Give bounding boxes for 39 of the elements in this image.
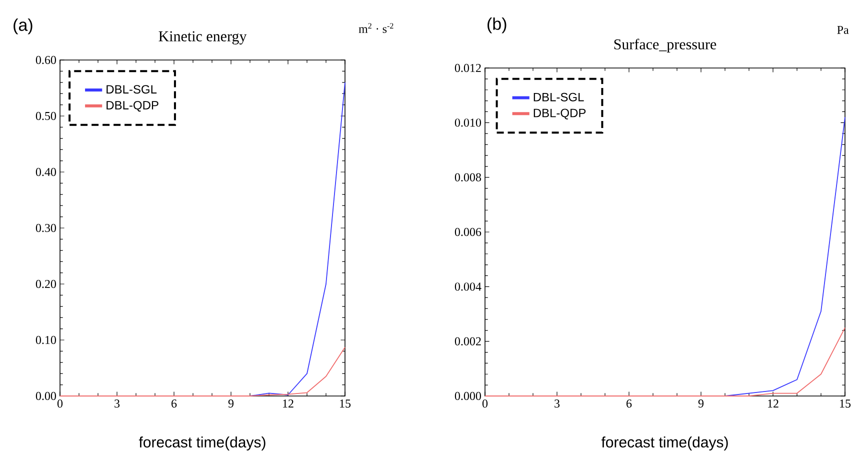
x-tick-label: 0 (57, 400, 63, 408)
y-tick-label: 0.20 (36, 280, 56, 288)
line-series (250, 82, 346, 396)
x-tick-label: 15 (340, 400, 351, 408)
text: (a) (14, 18, 32, 34)
x-tick-label: 3 (114, 400, 120, 408)
x-tick-label: 9 (228, 400, 234, 408)
y-tick-label: 0.10 (36, 336, 56, 344)
legend-label: DBL-SGL (534, 92, 584, 102)
text: m$^{2}$ · s$^{-2}$ (358, 23, 394, 33)
y-tick-label: 0.002 (454, 337, 481, 346)
x-axis-title: forecast time(days) (601, 436, 728, 450)
y-tick-label: 0.00 (36, 392, 56, 400)
y-tick-label: 0.008 (454, 173, 482, 182)
legend-label: DBL-QDP (106, 100, 158, 112)
y-tick-label: 0.50 (36, 112, 56, 120)
y-tick-label: 0.40 (36, 168, 56, 176)
x-tick-label: 9 (698, 400, 704, 408)
x-tick-label: 6 (172, 400, 177, 408)
x-tick-label: 3 (554, 400, 560, 408)
x-tick-label: 12 (768, 400, 778, 408)
chart-title: Surface_pressure (614, 38, 716, 52)
text: (b) (488, 17, 506, 34)
legend-label: DBL-SGL (106, 85, 157, 94)
text: Pa (837, 26, 849, 34)
y-tick-label: 0.010 (454, 118, 482, 127)
y-tick-label: 0.60 (36, 56, 56, 64)
x-axis-title: forecast time(days) (138, 436, 266, 450)
x-tick-label: 6 (626, 400, 632, 408)
x-tick-label: 15 (840, 400, 851, 408)
x-tick-label: 0 (482, 400, 488, 408)
y-tick-label: 0.30 (36, 224, 56, 232)
y-tick-label: 0.000 (454, 392, 482, 400)
y-tick-label: 0.006 (454, 228, 482, 236)
y-tick-label: 0.012 (454, 64, 481, 72)
x-tick-label: 12 (283, 400, 294, 408)
chart-title: Kinetic energy (158, 31, 247, 44)
y-tick-label: 0.004 (454, 282, 482, 291)
legend-label: DBL-QDP (534, 108, 586, 120)
